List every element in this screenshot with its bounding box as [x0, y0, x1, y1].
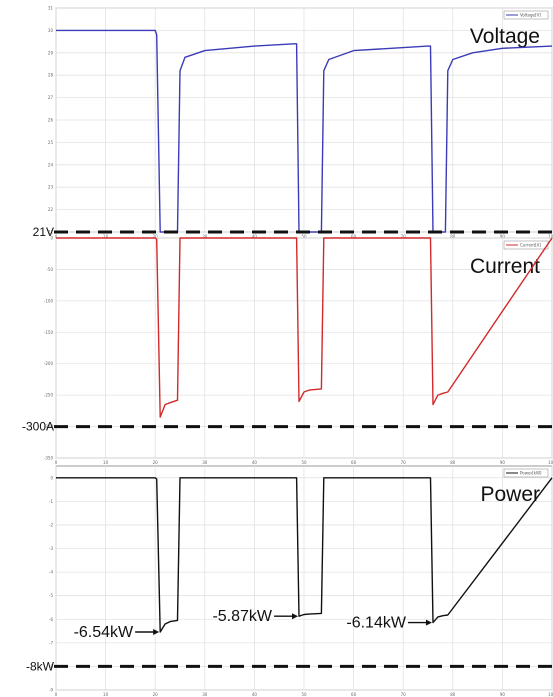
power-x-tick-label: 70	[401, 692, 407, 697]
current-x-tick-label: 100	[548, 460, 553, 465]
current-x-tick-label: 10	[103, 460, 109, 465]
voltage-y-tick-label: 27	[48, 95, 54, 100]
current-x-tick-label: 40	[252, 460, 258, 465]
power-x-tick-label: 0	[55, 692, 58, 697]
power-x-tick-label: 80	[450, 692, 456, 697]
power-reference-label: -8kW	[26, 659, 55, 673]
voltage-y-tick-label: 22	[48, 207, 54, 212]
current-x-tick-label: 0	[55, 460, 58, 465]
voltage-y-tick-label: 23	[48, 185, 54, 190]
current-x-tick-label: 70	[401, 460, 407, 465]
current-x-tick-label: 20	[153, 460, 159, 465]
current-x-tick-label: 30	[202, 460, 208, 465]
voltage-y-tick-label: 31	[48, 6, 54, 11]
power-x-tick-label: 50	[301, 692, 307, 697]
voltage-title: Voltage	[470, 25, 540, 48]
power-y-tick-label: -9	[49, 688, 53, 693]
power-title: Power	[480, 483, 540, 506]
current-legend-label: Current[A]	[520, 243, 541, 248]
power-x-tick-label: 90	[500, 692, 506, 697]
voltage-panel: 0102030405060708090100212223242526272829…	[33, 6, 553, 240]
current-y-tick-label: -250	[44, 393, 54, 398]
power-x-tick-label: 20	[153, 692, 159, 697]
power-legend: Power[kW]	[504, 469, 548, 477]
current-y-tick-label: -200	[44, 361, 54, 366]
power-y-tick-label: 0	[50, 475, 53, 480]
power-y-tick-label: -3	[49, 546, 53, 551]
voltage-y-tick-label: 28	[48, 73, 54, 78]
current-y-tick-label: -350	[44, 456, 54, 461]
power-y-tick-label: -7	[49, 640, 53, 645]
power-y-tick-label: -6	[49, 617, 53, 622]
current-x-tick-label: 80	[450, 460, 456, 465]
power-x-tick-label: 10	[103, 692, 109, 697]
power-y-tick-label: -1	[49, 499, 53, 504]
current-panel: 01020304050607080901000-50-100-150-200-2…	[22, 236, 553, 466]
current-y-tick-label: -100	[44, 298, 54, 303]
current-x-tick-label: 60	[351, 460, 357, 465]
voltage-legend-label: Voltage[V]	[520, 13, 541, 18]
power-legend-label: Power[kW]	[520, 471, 542, 476]
power-x-tick-label: 30	[202, 692, 208, 697]
power-y-tick-label: -5	[49, 593, 53, 598]
voltage-legend: Voltage[V]	[504, 11, 548, 19]
current-reference-label: -300A	[22, 420, 54, 434]
voltage-y-tick-label: 24	[48, 162, 54, 167]
voltage-y-tick-label: 30	[48, 28, 54, 33]
current-legend: Current[A]	[504, 241, 548, 249]
power-y-tick-label: -2	[49, 522, 53, 527]
power-annotation-label: -5.87kW	[212, 608, 272, 625]
voltage-y-tick-label: 26	[48, 118, 54, 123]
power-x-tick-label: 40	[252, 692, 258, 697]
current-x-tick-label: 90	[500, 460, 506, 465]
power-annotation-label: -6.14kW	[346, 615, 406, 632]
current-x-tick-label: 50	[301, 460, 307, 465]
power-x-tick-label: 60	[351, 692, 357, 697]
power-x-tick-label: 100	[548, 692, 553, 697]
voltage-y-tick-label: 29	[48, 50, 54, 55]
current-y-tick-label: -150	[44, 330, 54, 335]
current-title: Current	[470, 255, 540, 278]
power-y-tick-label: -4	[49, 570, 53, 575]
voltage-y-tick-label: 25	[48, 140, 54, 145]
current-y-tick-label: -50	[46, 267, 53, 272]
power-panel: 01020304050607080901000-1-2-3-4-5-6-7-8-…	[26, 466, 553, 697]
power-annotation-label: -6.54kW	[74, 624, 134, 641]
